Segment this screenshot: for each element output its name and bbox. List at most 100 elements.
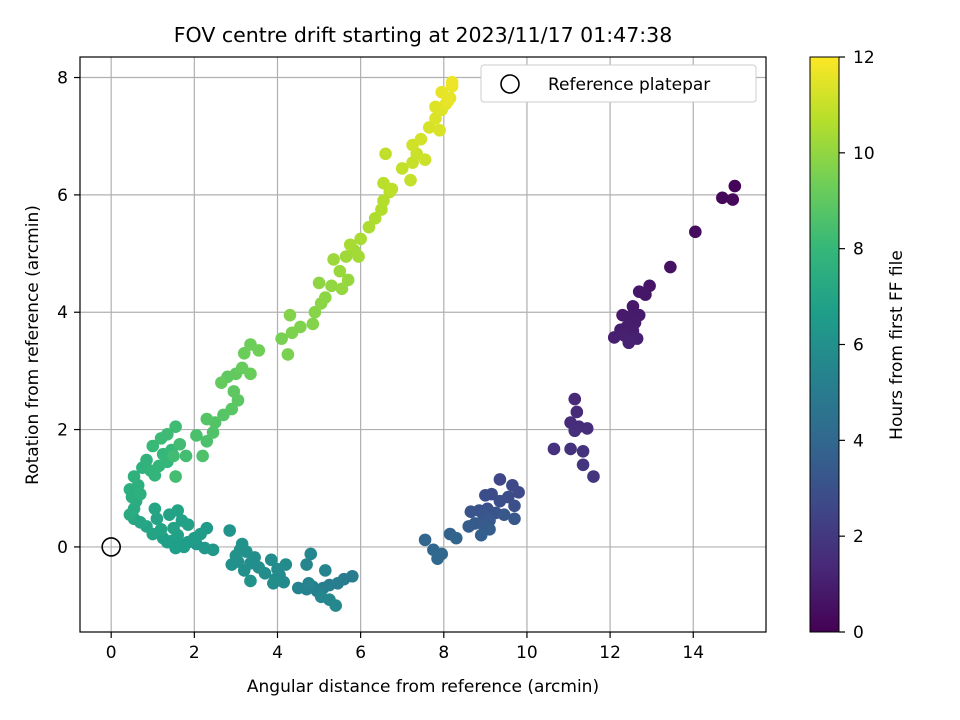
data-point <box>726 193 740 206</box>
x-axis-ticks: 0 2 4 6 8 10 12 14 <box>106 632 704 663</box>
data-point <box>441 94 455 108</box>
reference-platepar-marker <box>101 537 121 557</box>
data-point <box>418 533 432 547</box>
scatter-points <box>123 75 742 612</box>
data-point <box>728 179 742 193</box>
data-point <box>570 405 584 419</box>
colorbar-tick-label: 12 <box>853 48 875 68</box>
data-point <box>161 427 174 441</box>
data-point <box>148 502 162 516</box>
data-point <box>167 449 180 463</box>
data-point <box>306 317 320 331</box>
data-point <box>362 220 376 234</box>
data-point <box>312 276 326 290</box>
data-point <box>237 347 251 360</box>
data-point <box>304 547 318 561</box>
data-point <box>294 320 307 334</box>
data-point <box>404 173 417 187</box>
data-point <box>127 470 141 483</box>
data-point <box>325 279 338 293</box>
x-tick-label: 12 <box>599 643 621 663</box>
data-point <box>379 147 392 161</box>
data-point <box>283 308 297 322</box>
colorbar-tick-label: 6 <box>853 336 864 356</box>
data-point <box>173 437 187 451</box>
data-point <box>200 412 214 426</box>
data-point <box>146 439 160 453</box>
colorbar-tick-label: 10 <box>853 144 875 164</box>
data-point <box>150 512 164 526</box>
data-point <box>493 494 507 508</box>
legend-entry: Reference platepar <box>548 75 710 95</box>
data-point <box>179 449 193 463</box>
data-point <box>341 273 355 287</box>
data-point <box>418 153 432 166</box>
data-point <box>607 331 621 344</box>
data-point <box>148 469 162 482</box>
data-point <box>445 75 459 89</box>
data-point <box>377 194 390 208</box>
legend-box <box>480 64 757 103</box>
data-point <box>462 520 476 533</box>
y-axis-label: Rotation from reference (arcmin) <box>23 205 43 485</box>
data-point <box>167 521 180 535</box>
data-point <box>329 599 342 612</box>
data-point <box>196 449 209 463</box>
data-point <box>433 124 446 137</box>
x-tick-label: 6 <box>355 643 366 663</box>
data-point <box>568 424 582 438</box>
data-point <box>302 577 315 590</box>
data-point <box>244 367 257 381</box>
colorbar-tick-label: 8 <box>853 240 864 260</box>
x-tick-label: 14 <box>682 643 704 663</box>
plot-frame <box>79 56 767 633</box>
data-point <box>343 238 357 252</box>
data-point <box>587 470 600 483</box>
colorbar-tick-label: 2 <box>853 527 864 547</box>
data-point <box>267 577 280 590</box>
data-point <box>291 581 305 595</box>
data-point <box>580 422 594 435</box>
data-point <box>493 473 507 486</box>
data-point <box>327 253 340 266</box>
data-point <box>414 132 428 146</box>
data-point <box>474 528 488 542</box>
data-point <box>449 531 463 545</box>
data-point <box>308 305 322 319</box>
data-point <box>464 505 478 519</box>
data-point <box>235 537 249 551</box>
data-point <box>429 100 442 114</box>
data-point <box>385 182 399 196</box>
data-point <box>252 344 266 357</box>
data-point <box>497 508 511 521</box>
y-tick-label: 0 <box>57 538 68 558</box>
data-point <box>547 442 561 456</box>
data-point <box>225 402 239 416</box>
data-point <box>352 250 365 263</box>
data-point <box>227 385 241 398</box>
data-point <box>664 260 677 274</box>
data-point <box>140 453 153 467</box>
data-point <box>512 486 525 499</box>
data-point <box>335 282 349 296</box>
y-tick-label: 6 <box>57 186 68 206</box>
data-point <box>508 512 521 526</box>
x-tick-label: 2 <box>189 643 200 663</box>
data-point <box>568 392 582 406</box>
data-point <box>422 121 436 134</box>
data-point <box>271 562 284 576</box>
colorbar-label: Hours from first FF file <box>887 250 907 440</box>
data-point <box>632 285 646 298</box>
y-tick-label: 4 <box>57 303 68 323</box>
x-tick-label: 10 <box>516 643 538 663</box>
colorbar-tick-label: 4 <box>853 431 864 451</box>
colorbar: 0 2 4 6 8 10 12 Hours from first FF file <box>809 48 907 643</box>
data-point <box>169 420 182 433</box>
data-point <box>622 336 636 350</box>
data-point <box>175 514 189 527</box>
colorbar-gradient <box>809 56 840 633</box>
data-point <box>229 549 243 563</box>
data-point <box>429 112 442 125</box>
